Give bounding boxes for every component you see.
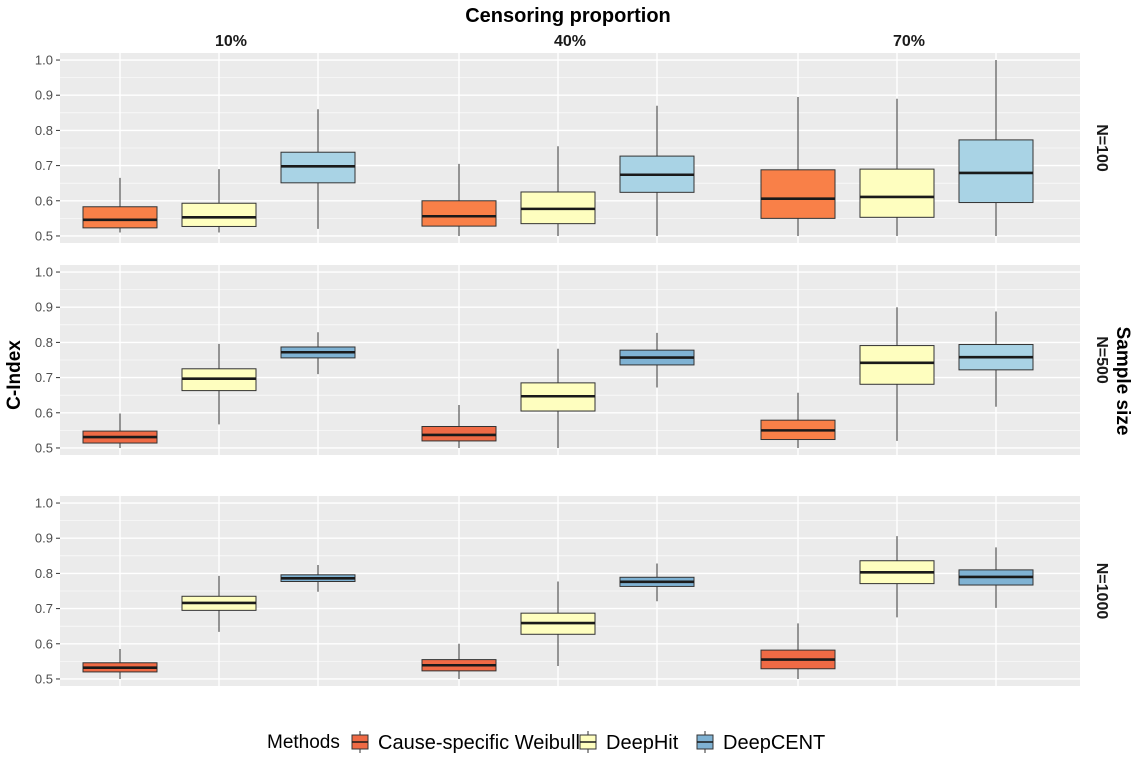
box-deepcent bbox=[958, 547, 1034, 608]
y-axis-label: C-Index bbox=[4, 340, 25, 410]
row-strip-n-500: N=500 bbox=[1093, 336, 1110, 384]
box-cause-specific-weibull bbox=[760, 392, 836, 448]
box-iqr bbox=[181, 202, 257, 227]
row-strip-n-100: N=100 bbox=[1093, 124, 1110, 172]
y-tick-label: 0.6 bbox=[35, 636, 53, 651]
box-deepcent bbox=[958, 311, 1034, 407]
box-deephit bbox=[859, 536, 935, 618]
panel-n-1000-10 bbox=[60, 496, 402, 686]
y-tick-label: 0.5 bbox=[35, 671, 53, 686]
box-deepcent bbox=[280, 332, 356, 375]
box-cause-specific-weibull bbox=[82, 413, 158, 448]
sample-size-label: Sample size bbox=[1112, 327, 1133, 436]
box-cause-specific-weibull bbox=[82, 649, 158, 679]
box-deepcent bbox=[619, 563, 695, 602]
box-iqr bbox=[760, 169, 836, 219]
legend-label: Cause-specific Weibull bbox=[378, 732, 580, 754]
y-tick-label: 0.5 bbox=[35, 228, 53, 243]
col-strip-40: 40% bbox=[554, 33, 586, 50]
box-deephit bbox=[181, 575, 257, 632]
box-deephit bbox=[181, 169, 257, 233]
box-deephit bbox=[520, 146, 596, 236]
y-tick-label: 0.6 bbox=[35, 193, 53, 208]
box-iqr bbox=[859, 345, 935, 385]
y-tick-label: 0.9 bbox=[35, 88, 53, 103]
box-cause-specific-weibull bbox=[421, 163, 497, 236]
y-tick-label: 0.5 bbox=[35, 440, 53, 455]
y-tick-label: 0.9 bbox=[35, 300, 53, 315]
box-deepcent bbox=[619, 332, 695, 388]
box-cause-specific-weibull bbox=[421, 643, 497, 679]
y-tick-label: 1.0 bbox=[35, 265, 53, 280]
box-cause-specific-weibull bbox=[760, 623, 836, 679]
legend-item-cause-specific-weibull: Cause-specific Weibull bbox=[351, 731, 580, 754]
box-deephit bbox=[181, 343, 257, 425]
legend-label: DeepHit bbox=[606, 732, 679, 754]
box-iqr bbox=[421, 200, 497, 227]
y-tick-label: 0.8 bbox=[35, 566, 53, 581]
box-iqr bbox=[958, 139, 1034, 204]
box-deephit bbox=[859, 98, 935, 236]
y-tick-label: 1.0 bbox=[35, 53, 53, 68]
box-cause-specific-weibull bbox=[82, 177, 158, 233]
box-deepcent bbox=[958, 60, 1034, 236]
legend: Methods Cause-specific Weibull DeepHit Deep… bbox=[267, 731, 825, 754]
y-tick-label: 0.6 bbox=[35, 405, 53, 420]
box-deephit bbox=[520, 348, 596, 448]
box-deephit bbox=[520, 581, 596, 666]
y-tick-label: 0.8 bbox=[35, 335, 53, 350]
box-iqr bbox=[82, 206, 158, 229]
row-strip-n-1000: N=1000 bbox=[1093, 563, 1110, 620]
panel-n-1000-40 bbox=[399, 496, 741, 686]
y-tick-label: 0.7 bbox=[35, 370, 53, 385]
facet-panels bbox=[60, 53, 1080, 686]
legend-item-deephit: DeepHit bbox=[579, 731, 679, 754]
box-deepcent bbox=[280, 109, 356, 229]
panel-n-500-10 bbox=[60, 265, 402, 455]
box-iqr bbox=[859, 168, 935, 218]
box-deepcent bbox=[619, 105, 695, 236]
legend-title: Methods bbox=[267, 732, 340, 753]
col-strip-10: 10% bbox=[215, 33, 247, 50]
y-tick-label: 1.0 bbox=[35, 496, 53, 511]
box-deephit bbox=[859, 307, 935, 441]
y-tick-label: 0.9 bbox=[35, 531, 53, 546]
box-cause-specific-weibull bbox=[421, 405, 497, 448]
y-tick-label: 0.7 bbox=[35, 601, 53, 616]
y-tick-label: 0.7 bbox=[35, 158, 53, 173]
y-tick-label: 0.8 bbox=[35, 123, 53, 138]
legend-label: DeepCENT bbox=[723, 732, 825, 754]
box-deepcent bbox=[280, 564, 356, 592]
legend-item-deepcent: DeepCENT bbox=[696, 731, 825, 754]
box-cause-specific-weibull bbox=[760, 96, 836, 236]
col-strip-70: 70% bbox=[893, 33, 925, 50]
chart-title: Censoring proportion bbox=[465, 5, 671, 27]
